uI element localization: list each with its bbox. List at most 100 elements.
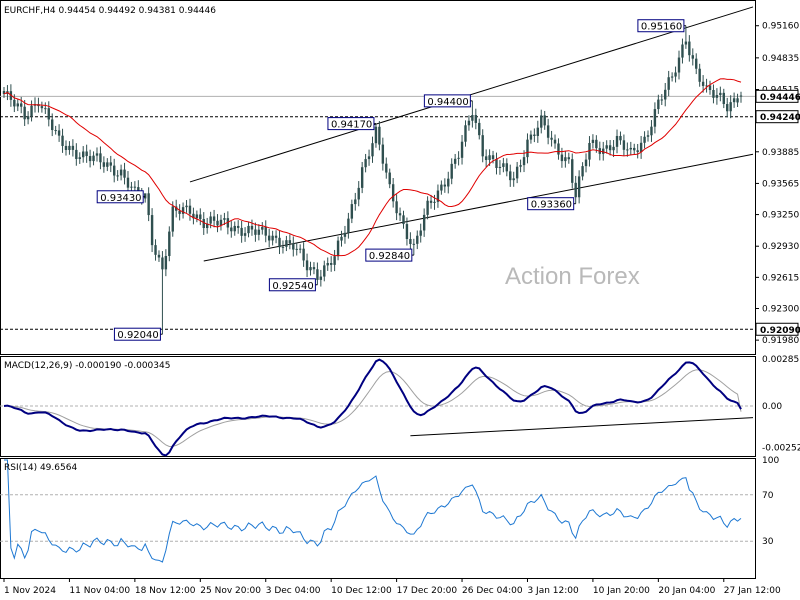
candle-body bbox=[61, 135, 64, 146]
candle-body bbox=[264, 226, 267, 236]
candle-body bbox=[168, 231, 171, 256]
candle-body bbox=[515, 166, 519, 179]
chart-frame bbox=[0, 0, 756, 579]
candle bbox=[257, 224, 261, 241]
rsi-series bbox=[4, 459, 742, 563]
candle bbox=[650, 120, 653, 142]
price-tick-label: 0.93885 bbox=[762, 148, 799, 158]
candle bbox=[385, 157, 388, 179]
candle-body bbox=[44, 108, 47, 110]
candle bbox=[557, 138, 560, 160]
candle bbox=[223, 212, 226, 226]
candle bbox=[402, 210, 405, 229]
candle-body bbox=[116, 175, 119, 177]
candle bbox=[615, 129, 619, 154]
candle-body bbox=[254, 229, 257, 235]
time-tick-label: 27 Jan 12:00 bbox=[724, 586, 781, 596]
candle-body bbox=[20, 103, 23, 107]
time-tick-label: 3 Jan 12:00 bbox=[527, 586, 579, 596]
candle-body bbox=[360, 167, 364, 188]
candle bbox=[157, 250, 161, 262]
candle bbox=[581, 162, 584, 181]
candle bbox=[722, 88, 725, 109]
candle bbox=[653, 102, 657, 134]
candle bbox=[657, 94, 660, 114]
candle bbox=[450, 158, 453, 185]
candle bbox=[550, 130, 553, 147]
candle bbox=[512, 171, 515, 187]
candle-body bbox=[488, 155, 491, 160]
candle bbox=[343, 225, 347, 244]
candle-body bbox=[88, 156, 92, 162]
candle-body bbox=[626, 149, 629, 151]
candle bbox=[147, 187, 150, 222]
swing-label-text: 0.94400 bbox=[427, 97, 468, 108]
candle bbox=[457, 151, 460, 166]
candle bbox=[619, 131, 622, 145]
candle bbox=[674, 66, 677, 83]
candle-body bbox=[429, 200, 433, 203]
candle bbox=[429, 194, 433, 209]
candle bbox=[391, 177, 395, 208]
candle bbox=[495, 152, 498, 175]
candle bbox=[174, 199, 178, 218]
candle-body bbox=[519, 165, 522, 167]
candle-body bbox=[395, 201, 398, 214]
swing-label: 0.94170 bbox=[327, 117, 376, 131]
candle-body bbox=[422, 214, 426, 231]
candle bbox=[233, 221, 236, 236]
candle-body bbox=[736, 98, 739, 103]
candle-body bbox=[546, 125, 550, 138]
candle-body bbox=[78, 157, 81, 160]
candle bbox=[205, 217, 209, 234]
candle-body bbox=[85, 151, 88, 157]
price-tick-label: 0.95160 bbox=[762, 22, 799, 32]
candle bbox=[505, 158, 509, 177]
macd-title: MACD(12,26,9) -0.000190 -0.000345 bbox=[4, 361, 170, 371]
candle bbox=[64, 140, 68, 156]
candle bbox=[367, 149, 371, 166]
candle bbox=[44, 102, 47, 115]
macd-tick-label: 0.00 bbox=[762, 402, 782, 412]
macd-panel: 0.00285 0.00 -0.002521 MACD(12,26,9) -0.00… bbox=[0, 355, 800, 457]
candle-body bbox=[577, 176, 581, 198]
candle-body bbox=[540, 115, 543, 128]
candle bbox=[350, 199, 354, 224]
candle bbox=[30, 100, 33, 122]
candle bbox=[546, 118, 550, 145]
candle bbox=[712, 84, 715, 104]
candle bbox=[626, 142, 629, 157]
candle-body bbox=[484, 156, 488, 160]
candle bbox=[564, 150, 567, 168]
candle-body bbox=[26, 116, 30, 120]
candle-body bbox=[16, 103, 19, 107]
price-tick-label: 0.92615 bbox=[762, 273, 799, 283]
candle-body bbox=[688, 41, 691, 56]
candle-body bbox=[602, 148, 605, 154]
candle-body bbox=[250, 225, 254, 230]
candle-body bbox=[629, 147, 632, 150]
candle-body bbox=[605, 145, 608, 149]
macd-lines bbox=[3, 358, 742, 457]
candle bbox=[336, 236, 340, 261]
candle bbox=[608, 140, 612, 156]
candle-body bbox=[553, 139, 557, 144]
price-tick-label: 0.94835 bbox=[762, 54, 799, 64]
candle bbox=[347, 212, 350, 239]
candle bbox=[705, 78, 708, 93]
candle bbox=[113, 158, 116, 183]
price-axis-labels: 0.94446 0.94240 0.92090 bbox=[755, 89, 800, 336]
candle-body bbox=[557, 143, 560, 155]
candle bbox=[116, 170, 119, 181]
candle-body bbox=[495, 159, 498, 169]
candle-body bbox=[691, 55, 694, 59]
candle-body bbox=[639, 142, 643, 153]
candle-body bbox=[2, 90, 6, 94]
channel-line-0 bbox=[203, 153, 754, 262]
candle-body bbox=[144, 193, 147, 199]
macd-signal-line bbox=[3, 369, 742, 447]
candle-body bbox=[391, 184, 395, 202]
candle-body bbox=[457, 157, 460, 159]
swing-label-box bbox=[527, 197, 575, 211]
